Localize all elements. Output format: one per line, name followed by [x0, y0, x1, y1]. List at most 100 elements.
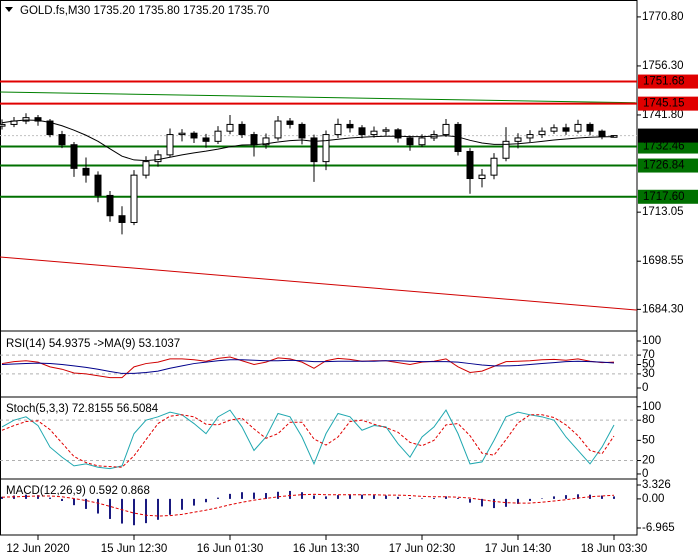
histogram-bar: [133, 498, 135, 526]
histogram-bar: [217, 497, 219, 499]
histogram-bar: [97, 498, 99, 514]
histogram-bar: [25, 494, 27, 499]
histogram-bar: [313, 495, 315, 499]
indicator-line: [1, 414, 615, 468]
level-label-box: [638, 74, 698, 89]
y-tick-label: 20: [642, 455, 655, 467]
x-tick-label: 16 Jun 01:30: [197, 543, 264, 555]
candle-body: [334, 123, 342, 136]
histogram-bar: [337, 495, 339, 499]
level-label-box: [638, 139, 698, 154]
histogram-bar: [85, 498, 87, 509]
candle-body: [574, 123, 582, 132]
histogram-bar: [169, 498, 171, 515]
histogram-bar: [613, 496, 615, 499]
candle-body: [346, 123, 354, 129]
candle-body: [394, 129, 402, 139]
histogram-bar: [205, 498, 207, 503]
plot-frame: [0, 0, 638, 536]
candle-body: [598, 130, 606, 137]
histogram-bar: [49, 497, 51, 499]
histogram-bar: [157, 498, 159, 520]
trend-line: [0, 256, 638, 311]
candle-body: [286, 120, 294, 125]
candle-body: [34, 117, 42, 122]
x-tick-label: 15 Jun 12:30: [101, 543, 168, 555]
candle-body: [130, 174, 138, 223]
y-tick-label: 50: [642, 434, 655, 446]
candle-body: [106, 194, 114, 217]
candle-body: [502, 140, 510, 159]
histogram-bar: [541, 498, 543, 499]
histogram-bar: [565, 495, 567, 499]
candle-body: [178, 132, 186, 136]
histogram-bar: [469, 498, 471, 503]
histogram-bar: [481, 498, 483, 507]
histogram-bar: [1, 496, 3, 499]
candle-body: [406, 137, 414, 146]
histogram-bar: [373, 495, 375, 499]
indicator-line: [1, 409, 615, 470]
level-label-box: [638, 189, 698, 204]
indicator-line: [1, 356, 615, 379]
y-tick-label: 0: [642, 468, 648, 480]
x-tick-label: 16 Jun 13:30: [293, 543, 360, 555]
level-label: 1717.60: [643, 191, 685, 203]
y-tick-label: 1756.30: [642, 60, 684, 72]
y-tick-label: 80: [642, 414, 655, 426]
histogram-bar: [433, 498, 435, 499]
candle-body: [562, 127, 570, 132]
indicator-line: [1, 359, 615, 374]
y-tick-label: 0: [642, 382, 648, 394]
candle-body: [358, 127, 366, 136]
candle-body: [214, 130, 222, 142]
panel-title: Stoch(5,3,3) 72.8155 56.5084: [6, 403, 159, 415]
trend-line: [0, 91, 638, 104]
y-tick-label: 1684.30: [642, 303, 684, 315]
candle-body: [490, 157, 498, 176]
level-label: 1726.84: [643, 160, 685, 172]
histogram-bar: [265, 493, 267, 499]
level-label: 1745.15: [643, 98, 685, 110]
histogram-bar: [553, 496, 555, 499]
candle-body: [418, 137, 426, 146]
y-tick-label: -6.965: [642, 522, 675, 534]
candle-body: [226, 123, 234, 132]
candle-body: [118, 215, 126, 223]
candle-body: [370, 130, 378, 136]
histogram-bar: [385, 495, 387, 499]
histogram-bar: [493, 498, 495, 509]
candle-body: [190, 132, 198, 139]
candle-body: [154, 154, 162, 163]
panel-title: GOLD.fs,M30 1735.20 1735.80 1735.20 1735…: [20, 5, 269, 17]
y-tick-label: 50: [642, 359, 655, 371]
candle-body: [262, 137, 270, 146]
y-tick-label: 70: [642, 349, 655, 361]
candle-body: [274, 120, 282, 139]
histogram-bar: [61, 498, 63, 501]
histogram-bar: [289, 490, 291, 499]
x-tick-label: 12 Jun 2020: [6, 543, 69, 555]
candle-body: [442, 123, 450, 136]
candle-body: [466, 150, 474, 180]
y-tick-label: 100: [642, 335, 661, 347]
histogram-bar: [421, 498, 423, 499]
histogram-bar: [253, 492, 255, 499]
histogram-bar: [325, 496, 327, 499]
candle-body: [82, 167, 90, 176]
candle-body: [382, 129, 390, 132]
y-tick-label: 1741.80: [642, 109, 684, 121]
candle-body: [166, 134, 174, 156]
candle-body: [94, 174, 102, 196]
histogram-bar: [445, 496, 447, 499]
histogram-bar: [517, 498, 519, 504]
y-tick-label: 1770.80: [642, 11, 684, 23]
level-label: 1732.46: [643, 141, 685, 153]
candle-body: [70, 144, 78, 169]
level-label-box: [638, 96, 698, 111]
histogram-bar: [121, 498, 123, 524]
histogram-bar: [145, 498, 147, 524]
indicator-line: [1, 493, 615, 517]
